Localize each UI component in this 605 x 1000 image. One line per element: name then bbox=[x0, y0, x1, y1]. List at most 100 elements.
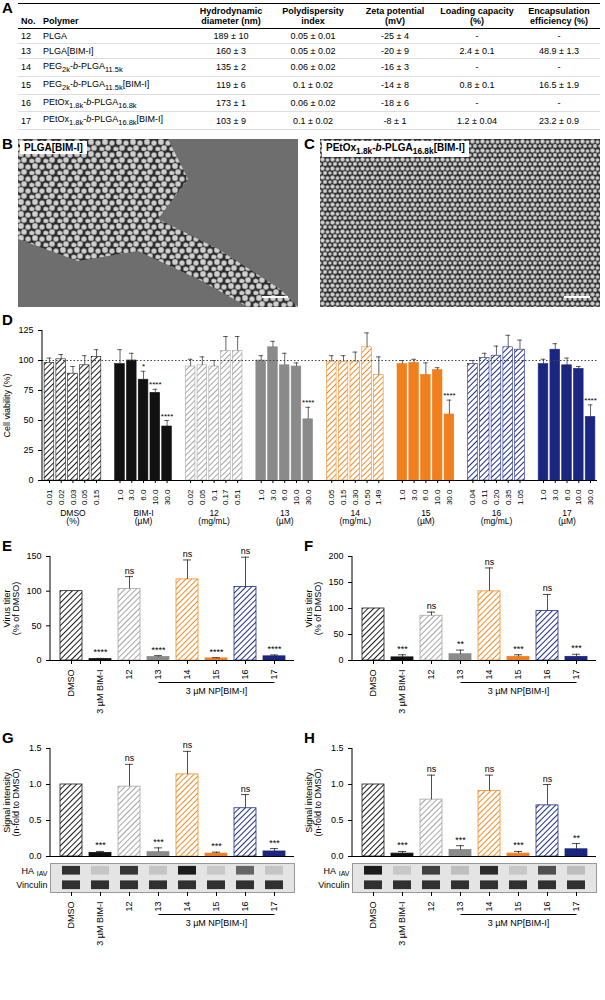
svg-text:****: **** bbox=[302, 398, 314, 407]
svg-text:0.15: 0.15 bbox=[92, 489, 101, 505]
svg-text:ns: ns bbox=[183, 740, 193, 750]
svg-text:Signal intensity(n-fold to DMS: Signal intensity(n-fold to DMSO) bbox=[2, 768, 21, 836]
svg-text:12: 12 bbox=[124, 670, 134, 680]
svg-text:1.0: 1.0 bbox=[539, 489, 548, 501]
svg-text:12(mg/mL): 12(mg/mL) bbox=[198, 508, 230, 527]
svg-text:0.5: 0.5 bbox=[29, 815, 42, 825]
svg-text:17: 17 bbox=[269, 902, 279, 912]
svg-text:30.0: 30.0 bbox=[445, 489, 454, 505]
svg-text:6.0: 6.0 bbox=[280, 489, 289, 501]
svg-text:30.0: 30.0 bbox=[163, 489, 172, 505]
svg-text:ns: ns bbox=[543, 583, 553, 593]
svg-text:BIM-I(µM): BIM-I(µM) bbox=[133, 508, 153, 527]
svg-text:Cell viability (%): Cell viability (%) bbox=[2, 373, 12, 437]
svg-text:DMSO: DMSO bbox=[368, 902, 378, 929]
svg-text:Virus titer(% of DMSO): Virus titer(% of DMSO) bbox=[304, 582, 323, 636]
svg-text:1.0: 1.0 bbox=[331, 779, 344, 789]
svg-text:0.50: 0.50 bbox=[363, 489, 372, 505]
svg-text:0.51: 0.51 bbox=[233, 489, 242, 505]
svg-text:10.0: 10.0 bbox=[292, 489, 301, 505]
svg-text:Signal intensity(n-fold to DMS: Signal intensity(n-fold to DMSO) bbox=[304, 768, 323, 836]
svg-text:3.0: 3.0 bbox=[269, 489, 278, 501]
svg-text:IAV: IAV bbox=[37, 870, 48, 877]
svg-text:ns: ns bbox=[543, 774, 553, 784]
svg-text:6.0: 6.0 bbox=[139, 489, 148, 501]
svg-text:16(mg/mL): 16(mg/mL) bbox=[481, 508, 513, 527]
svg-text:30.0: 30.0 bbox=[304, 489, 313, 505]
svg-text:17: 17 bbox=[269, 670, 279, 680]
svg-text:15: 15 bbox=[513, 902, 523, 912]
svg-text:6.0: 6.0 bbox=[421, 489, 430, 501]
svg-text:0.0: 0.0 bbox=[331, 851, 344, 860]
svg-text:0.17: 0.17 bbox=[221, 489, 230, 505]
svg-text:50: 50 bbox=[31, 621, 41, 631]
svg-text:0.11: 0.11 bbox=[480, 489, 489, 505]
svg-text:***: *** bbox=[513, 840, 524, 850]
svg-text:****: **** bbox=[149, 380, 161, 389]
svg-text:14: 14 bbox=[484, 902, 494, 912]
svg-text:1.0: 1.0 bbox=[398, 489, 407, 501]
svg-text:13: 13 bbox=[153, 670, 163, 680]
svg-text:0.01: 0.01 bbox=[45, 489, 54, 505]
svg-text:3 µM BIM-I: 3 µM BIM-I bbox=[397, 670, 407, 714]
svg-text:***: *** bbox=[153, 837, 164, 847]
svg-text:****: **** bbox=[267, 644, 282, 654]
svg-text:0.20: 0.20 bbox=[492, 489, 501, 505]
svg-text:0: 0 bbox=[36, 655, 41, 665]
svg-text:16: 16 bbox=[542, 670, 552, 680]
svg-text:14: 14 bbox=[182, 670, 192, 680]
svg-text:***: *** bbox=[397, 644, 408, 654]
svg-text:150: 150 bbox=[26, 551, 41, 561]
svg-text:16: 16 bbox=[542, 902, 552, 912]
svg-text:16: 16 bbox=[240, 670, 250, 680]
svg-text:DMSO: DMSO bbox=[66, 902, 76, 929]
svg-text:16: 16 bbox=[240, 902, 250, 912]
svg-text:0.0: 0.0 bbox=[29, 851, 42, 860]
svg-text:****: **** bbox=[93, 647, 108, 657]
svg-text:****: **** bbox=[209, 647, 224, 657]
svg-text:13(µM): 13(µM) bbox=[276, 508, 294, 527]
svg-text:0.5: 0.5 bbox=[331, 815, 344, 825]
svg-text:0.05: 0.05 bbox=[198, 489, 207, 505]
svg-text:**: ** bbox=[457, 639, 465, 649]
svg-text:3.0: 3.0 bbox=[551, 489, 560, 501]
svg-text:***: *** bbox=[95, 840, 106, 850]
svg-text:*: * bbox=[142, 362, 145, 371]
svg-text:3 µM NP[BIM-I]: 3 µM NP[BIM-I] bbox=[488, 918, 550, 928]
svg-text:10.0: 10.0 bbox=[151, 489, 160, 505]
svg-text:12: 12 bbox=[426, 670, 436, 680]
svg-text:DMSO: DMSO bbox=[66, 670, 76, 697]
svg-text:3 µM NP[BIM-I]: 3 µM NP[BIM-I] bbox=[186, 686, 248, 696]
svg-text:1.5: 1.5 bbox=[331, 743, 344, 753]
svg-text:3 µM BIM-I: 3 µM BIM-I bbox=[95, 670, 105, 714]
svg-text:****: **** bbox=[151, 645, 166, 655]
svg-text:***: *** bbox=[397, 840, 408, 850]
svg-text:0: 0 bbox=[28, 475, 33, 485]
svg-text:13: 13 bbox=[153, 902, 163, 912]
svg-text:1.0: 1.0 bbox=[257, 489, 266, 501]
svg-text:1.0: 1.0 bbox=[29, 779, 42, 789]
svg-text:****: **** bbox=[584, 396, 596, 405]
svg-text:***: *** bbox=[211, 841, 222, 851]
svg-text:DMSO: DMSO bbox=[368, 670, 378, 697]
svg-text:1.05: 1.05 bbox=[516, 489, 525, 505]
svg-text:0.35: 0.35 bbox=[504, 489, 513, 505]
svg-text:***: *** bbox=[455, 835, 466, 845]
svg-text:0.15: 0.15 bbox=[339, 489, 348, 505]
svg-text:Virus titer(% of DMSO): Virus titer(% of DMSO) bbox=[2, 582, 21, 636]
svg-text:1.49: 1.49 bbox=[374, 489, 383, 505]
svg-text:100: 100 bbox=[18, 355, 33, 365]
svg-text:0.04: 0.04 bbox=[468, 489, 477, 505]
svg-text:3 µM BIM-I: 3 µM BIM-I bbox=[397, 902, 407, 946]
svg-text:30.0: 30.0 bbox=[586, 489, 595, 505]
svg-text:14: 14 bbox=[484, 670, 494, 680]
svg-text:15(µM): 15(µM) bbox=[417, 508, 435, 527]
svg-text:3 µM BIM-I: 3 µM BIM-I bbox=[95, 902, 105, 946]
svg-text:****: **** bbox=[443, 391, 455, 400]
svg-text:125: 125 bbox=[18, 325, 33, 335]
svg-text:**: ** bbox=[573, 833, 581, 843]
svg-text:0.05: 0.05 bbox=[327, 489, 336, 505]
svg-text:3 µM NP[BIM-I]: 3 µM NP[BIM-I] bbox=[488, 686, 550, 696]
svg-text:12: 12 bbox=[124, 902, 134, 912]
svg-text:15: 15 bbox=[513, 670, 523, 680]
